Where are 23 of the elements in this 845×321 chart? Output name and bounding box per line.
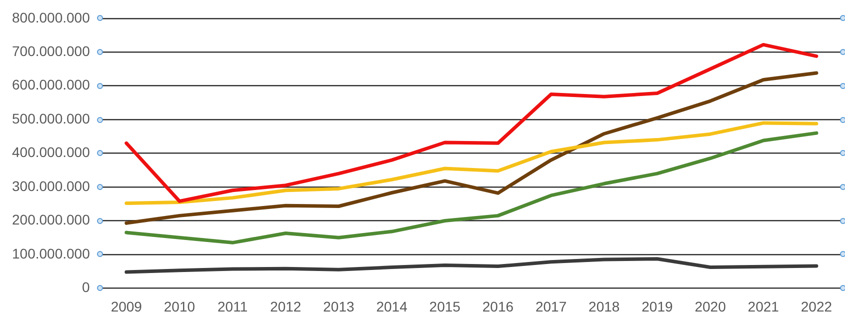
y-tick-label: 400.000.000 (12, 144, 90, 160)
x-tick-label: 2016 (482, 298, 514, 314)
y-tick-label: 200.000.000 (12, 212, 90, 228)
x-tick-label: 2019 (642, 298, 673, 314)
x-tick-label: 2022 (800, 298, 832, 314)
x-tick-label: 2012 (270, 298, 302, 314)
y-tick-label: 100.000.000 (12, 245, 90, 262)
y-tick-label: 0 (82, 279, 90, 296)
y-tick-label: 700.000.000 (12, 42, 90, 59)
y-tick-label: 600.000.000 (12, 76, 90, 93)
x-tick-label: 2010 (164, 298, 196, 314)
x-tick-label: 2021 (748, 298, 780, 314)
y-tick-label: 500.000.000 (12, 110, 90, 126)
x-tick-label: 2020 (694, 298, 726, 314)
x-tick-label: 2017 (535, 298, 567, 314)
x-tick-label: 2015 (429, 298, 461, 314)
x-tick-label: 2018 (588, 298, 620, 314)
x-tick-label: 2009 (110, 298, 142, 314)
x-tick-label: 2014 (376, 298, 408, 314)
x-tick-label: 2011 (218, 298, 248, 314)
y-tick-label: 300.000.000 (12, 178, 90, 194)
y-tick-label: 800.000.000 (12, 9, 90, 26)
x-tick-label: 2013 (323, 298, 355, 314)
